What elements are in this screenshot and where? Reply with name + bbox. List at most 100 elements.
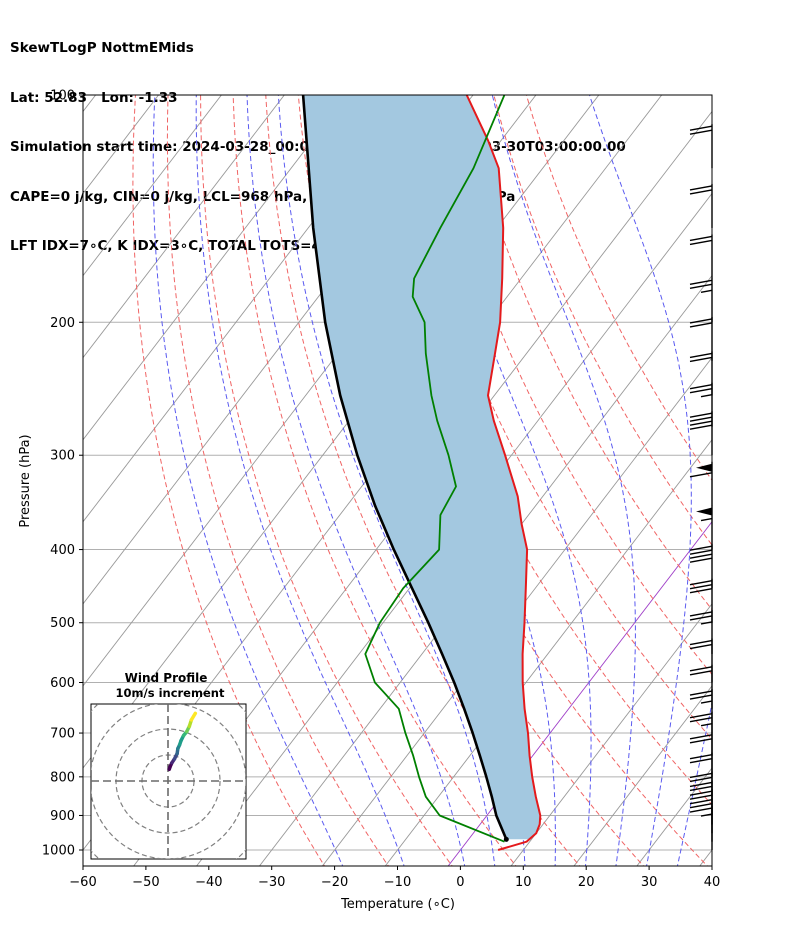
y-tick-label: 500 [50,616,75,631]
moist-adiabat [676,701,712,866]
x-tick-label: 0 [456,875,464,890]
barb-full [689,322,713,328]
wind-barb [689,183,713,228]
barb-full [689,781,713,788]
barb-full [689,549,713,555]
barb-full [689,283,713,289]
barb-full [689,690,713,696]
barb-full [689,420,713,426]
isotherm [83,95,285,359]
barb-full [689,125,713,131]
barb-full [689,235,713,242]
barb-full [689,356,713,363]
isotherm [573,685,712,866]
cin-shading [303,95,541,840]
x-tick-label: −30 [258,875,285,890]
isotherm [83,95,348,441]
barb-full [689,694,713,700]
barb-full [689,772,713,779]
isotherm [258,274,712,866]
y-tick-label: 100 [50,89,75,104]
barb-full [689,799,713,805]
hodograph-plot [91,704,246,859]
barb-full [689,318,713,324]
dewpoint-line [364,95,506,843]
wind-barb [689,797,713,842]
y-tick-label: 200 [50,316,75,331]
x-tick-label: −50 [132,875,159,890]
barb-half [700,621,713,625]
barb-full [689,790,713,796]
isotherm [83,95,222,277]
wind-barb [696,505,713,550]
barb-full [689,803,713,809]
barb-half [700,722,713,727]
hodograph-title: Wind Profile [125,671,208,685]
moist-adiabat [491,95,636,866]
barb-full [689,416,713,422]
barb-full [689,557,713,563]
dry-adiabat [132,95,326,866]
wind-barb [689,234,713,279]
x-tick-label: 10 [515,875,532,890]
barb-full [689,279,713,285]
dry-adiabat [232,95,517,866]
barb-full [689,584,713,590]
x-tick-label: −40 [195,875,222,890]
barb-full [689,785,713,792]
barb-half [700,394,713,398]
barb-half [700,700,713,704]
barb-full [689,738,713,744]
barb-full [689,472,713,478]
y-tick-label: 900 [50,809,75,824]
cape-cin-fill [303,95,541,840]
barb-full [689,388,713,394]
y-tick-label: 600 [50,676,75,691]
hodograph-inset: Wind Profile 10m/s increment [90,671,247,860]
barb-full [689,185,713,191]
y-axis-label: Pressure (hPa) [18,434,33,527]
barb-full [689,611,713,617]
profile-lines [301,95,542,851]
hodograph-subtitle: 10m/s increment [116,686,225,700]
x-tick-label: 30 [641,875,658,890]
barb-full [689,639,713,646]
y-tick-label: 1000 [42,844,75,859]
barb-full [689,239,713,246]
barb-full [689,352,713,359]
moist-adiabat [195,95,405,866]
barb-full [689,734,713,740]
dry-adiabat [200,95,453,866]
barb-pennant [696,463,712,472]
barb-half [700,517,713,522]
dry-adiabat [493,95,712,546]
barb-full [689,670,713,676]
barb-full [689,412,713,418]
barb-full [689,545,713,551]
barb-full [689,807,713,813]
barb-full [689,794,713,800]
dry-adiabat [297,95,645,866]
wind-barb [689,461,713,506]
temperature-line [465,95,542,851]
barb-full [689,666,713,672]
barb-full [689,384,713,390]
barb-full [689,553,713,559]
dry-adiabat [525,95,712,482]
x-tick-label: −20 [321,875,348,890]
barb-pennant [696,507,712,516]
barb-half [700,813,713,817]
parcel-path-line [301,95,508,840]
axis-ticks: −60 −50 −40 −30 −20 −10 0 10 20 30 40 1000 900 800 700… [42,89,720,891]
isotherm [510,603,712,866]
wind-barb [689,806,713,851]
y-tick-label: 800 [50,770,75,785]
wind-barb [689,124,713,169]
barb-full [689,712,713,719]
moist-adiabat [152,95,344,866]
barb-full [689,189,713,195]
barb-full [689,615,713,621]
barb-full [689,776,713,783]
barb-half [700,289,713,293]
